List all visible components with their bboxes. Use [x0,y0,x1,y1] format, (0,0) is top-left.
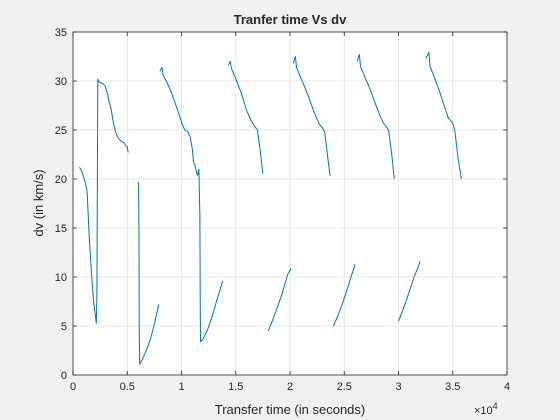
series-line-4 [227,60,264,175]
y-tick-label: 15 [55,223,67,235]
x-tick-label: 2.5 [337,381,352,393]
x-tick-label: 1.5 [228,381,243,393]
data-series [79,52,462,365]
x-tick-label: 0.5 [120,381,135,393]
series-line-5 [267,267,292,332]
y-tick-label: 35 [55,27,67,39]
y-tick-label: 25 [55,125,67,137]
x-tick-label: 4 [504,381,510,393]
y-tick-label: 30 [55,76,67,88]
chart-title: Tranfer time Vs dv [234,12,347,27]
grid-lines [73,32,507,375]
y-tick-label: 0 [61,370,67,382]
x-tick-label: 3.5 [445,381,460,393]
x-axis-multiplier-base: ×10 [474,405,493,417]
series-line-2 [137,181,160,365]
y-tick-label: 5 [61,321,67,333]
x-tick-label: 1 [178,381,184,393]
x-axis-multiplier: ×104 [474,401,498,417]
series-line-3 [159,66,224,343]
axis-ticks: 0 0.5 1 1.5 2 2.5 3 3.5 4 0 5 10 15 20 25 30 35 [55,27,510,393]
y-tick-label: 20 [55,174,67,186]
x-axis-multiplier-exponent: 4 [493,401,498,411]
x-tick-label: 2 [287,381,293,393]
series-line-9 [398,261,421,322]
x-tick-label: 0 [70,381,76,393]
series-line-7 [332,264,356,327]
series-line-8 [356,54,395,180]
series-line-1 [79,78,129,324]
x-axis-label: Transfer time (in seconds) [215,402,366,417]
series-line-10 [425,52,462,180]
y-axis-label: dv (in km/s) [31,169,46,236]
series-line-6 [292,56,331,177]
x-tick-label: 3 [395,381,401,393]
y-tick-label: 10 [55,272,67,284]
